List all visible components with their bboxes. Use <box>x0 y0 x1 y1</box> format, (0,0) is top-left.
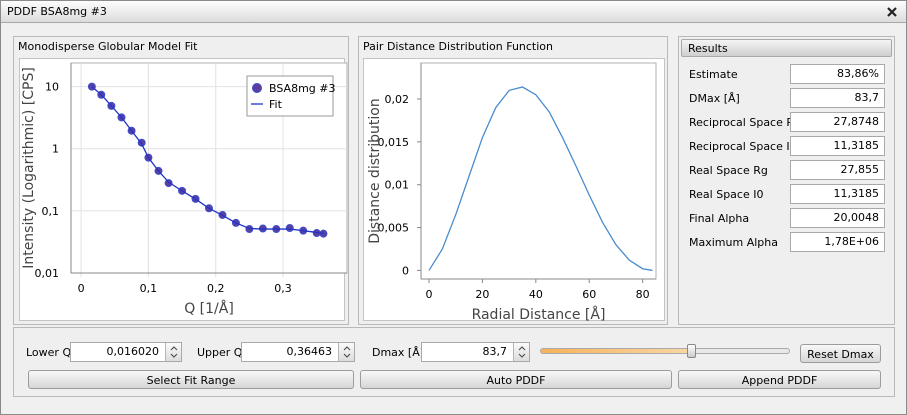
result-label: Maximum Alpha <box>689 236 778 249</box>
result-value: 27,8748 <box>790 112 885 132</box>
x-tick-label: 0,1 <box>140 282 158 295</box>
result-value: 20,0048 <box>790 208 885 228</box>
y-tick-label: 0,005 <box>378 222 410 235</box>
result-label: Final Alpha <box>689 212 750 225</box>
result-value: 83,86% <box>790 64 885 84</box>
spinner[interactable] <box>513 343 529 361</box>
legend-box <box>246 75 334 117</box>
x-tick-label: 0 <box>78 282 85 295</box>
spinner[interactable] <box>338 343 354 361</box>
x-tick-label: 60 <box>582 288 596 301</box>
y-tick-label: 0,01 <box>35 267 60 280</box>
x-tick-label: 0,2 <box>207 282 225 295</box>
spinner-arrows <box>518 346 526 358</box>
result-label: DMax [Å] <box>689 92 740 105</box>
plot-frame <box>420 62 657 280</box>
title-bar: PDDF BSA8mg #3 <box>1 1 906 23</box>
slider-track[interactable] <box>540 348 790 354</box>
y-tick-label: 0,015 <box>378 136 410 149</box>
field-label: Upper Q <box>197 346 243 359</box>
result-label: Real Space Rg <box>689 164 768 177</box>
y-tick-label: 0,02 <box>385 93 410 106</box>
result-label: Reciprocal Space Rg <box>689 116 801 129</box>
field-label: Lower Q <box>26 346 72 359</box>
legend-label: Fit <box>269 98 283 111</box>
result-value: 1,78E+06 <box>790 232 885 252</box>
button[interactable]: Auto PDDF <box>360 370 672 389</box>
y-tick-label: 0 <box>402 264 409 277</box>
legend-label: BSA8mg #3 <box>269 82 335 95</box>
text-input[interactable]: 0,016020 <box>70 342 182 362</box>
result-label: Real Space I0 <box>689 188 764 201</box>
y-tick-label: 0,1 <box>42 205 60 218</box>
x-tick-label: 80 <box>636 288 650 301</box>
legend-marker <box>252 83 262 93</box>
button[interactable]: Reset Dmax <box>800 344 881 363</box>
panel-title: Results <box>681 39 892 57</box>
y-tick-label: 1 <box>52 143 59 156</box>
x-axis-title: Q [1/Å] <box>184 300 234 317</box>
spinner-arrows <box>343 346 351 358</box>
data-point <box>164 179 173 188</box>
data-line <box>91 86 324 235</box>
x-axis-title: Radial Distance [Å] <box>472 306 606 323</box>
x-tick-label: 0 <box>426 288 433 301</box>
spinner-arrows <box>170 346 178 358</box>
result-value: 11,3185 <box>790 136 885 156</box>
data-point <box>285 224 294 233</box>
y-tick-label: 0,01 <box>385 179 410 192</box>
text-input[interactable]: 0,36463 <box>241 342 355 362</box>
results-panel: Results <box>678 36 895 325</box>
x-tick-label: 40 <box>529 288 543 301</box>
window-title: PDDF BSA8mg #3 <box>7 5 107 18</box>
close-button[interactable] <box>885 5 899 19</box>
panel-title: Monodisperse Globular Model Fit <box>18 40 198 53</box>
x-tick-label: 20 <box>475 288 489 301</box>
field-label: Dmax [Å] <box>372 346 425 359</box>
text-input[interactable]: 83,7 <box>421 342 530 362</box>
button[interactable]: Append PDDF <box>678 370 881 389</box>
slider-thumb[interactable] <box>687 344 696 358</box>
result-label: Reciprocal Space I0 <box>689 140 797 153</box>
x-tick-label: 0,3 <box>274 282 292 295</box>
data-line <box>428 86 653 272</box>
y-tick-label: 10 <box>45 81 59 94</box>
y-axis-title: Distance distribution <box>367 98 383 243</box>
result-value: 27,855 <box>790 160 885 180</box>
result-value: 83,7 <box>790 88 885 108</box>
button[interactable]: Select Fit Range <box>28 370 354 389</box>
panel-title: Pair Distance Distribution Function <box>363 40 554 53</box>
spinner[interactable] <box>165 343 181 361</box>
result-value: 11,3185 <box>790 184 885 204</box>
y-axis-title: Intensity (Logarithmic) [CPS] <box>21 67 37 269</box>
result-label: Estimate <box>689 68 738 81</box>
